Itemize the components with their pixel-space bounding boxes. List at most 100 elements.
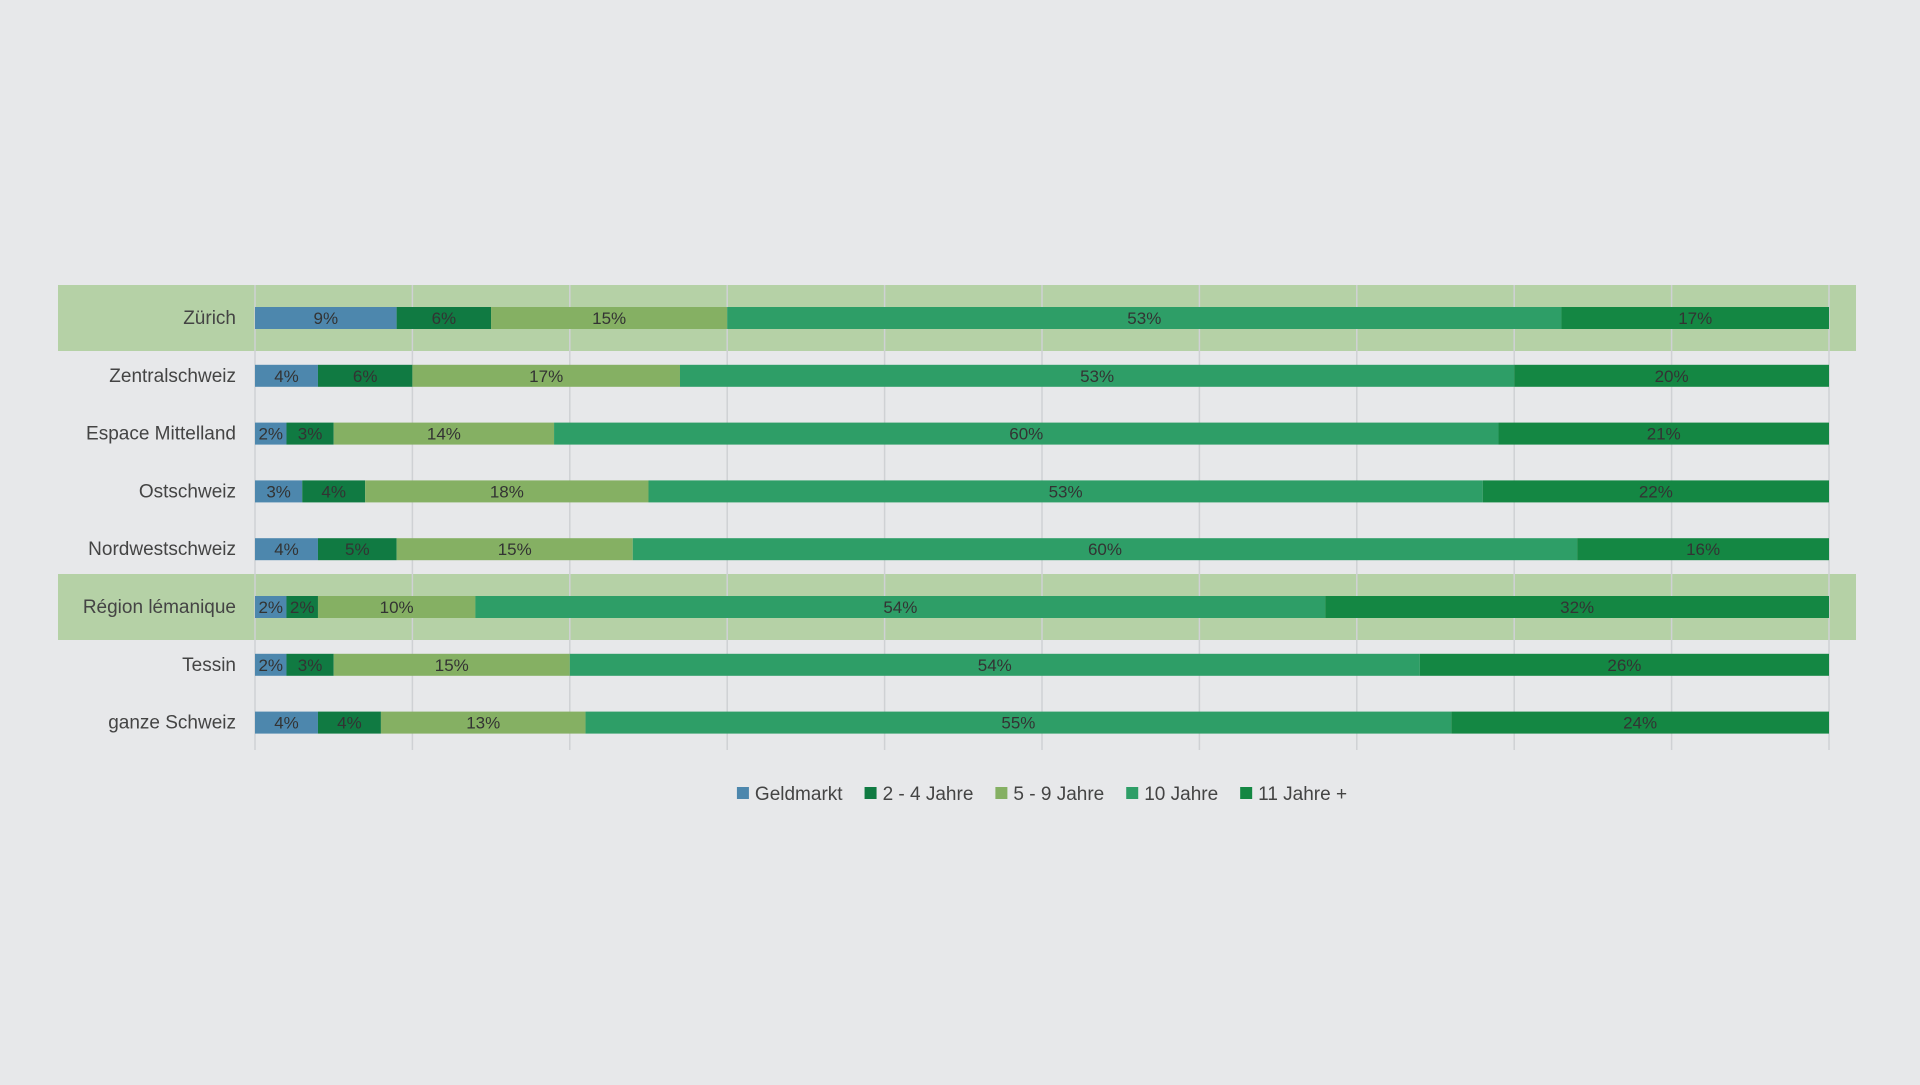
data-label: 2%	[258, 598, 283, 617]
bar-segment	[585, 711, 1452, 734]
bar-segment	[255, 596, 287, 618]
data-label: 60%	[1009, 425, 1043, 444]
bar-segment	[286, 653, 334, 676]
legend-item-5-9-jahre: 5 - 9 Jahre	[995, 784, 1104, 805]
bar-segment	[255, 364, 318, 387]
bar-segment	[302, 480, 366, 503]
bar-segment	[632, 538, 1578, 561]
data-label: 26%	[1607, 656, 1641, 675]
bar-segment	[1577, 538, 1829, 561]
legend: Geldmarkt 2 - 4 Jahre 5 - 9 Jahre 10 Jahre 1…	[736, 784, 1347, 805]
legend-label: 2 - 4 Jahre	[883, 784, 974, 805]
data-label: 2%	[290, 598, 315, 617]
data-label: 15%	[498, 540, 532, 559]
data-label: 17%	[529, 367, 563, 386]
data-label: 17%	[1678, 309, 1712, 328]
data-label: 3%	[298, 656, 323, 675]
bar-segment	[317, 538, 397, 561]
legend-label: Geldmarkt	[755, 784, 843, 805]
data-label: 13%	[466, 714, 500, 733]
data-label: 54%	[978, 656, 1012, 675]
category-label-region-lemanique: Région lémanique	[83, 597, 236, 618]
legend-swatch	[1240, 787, 1253, 799]
bar-segment	[475, 596, 1326, 618]
bar-segment	[1514, 364, 1829, 387]
data-label: 22%	[1639, 482, 1673, 501]
legend-item-geldmarkt: Geldmarkt	[736, 784, 843, 805]
data-label: 18%	[490, 482, 524, 501]
bars: 9% 6% 15% 53% 17% 4% 6% 17% 53% 20% 2% 3% 14% 60% 21% 3…	[255, 307, 1829, 734]
legend-swatch	[1126, 787, 1139, 799]
bar-segment	[317, 596, 476, 618]
bar-segment	[380, 711, 586, 734]
data-label: 4%	[337, 714, 362, 733]
legend-swatch	[736, 787, 749, 799]
data-label: 15%	[592, 309, 626, 328]
highlight-bands	[58, 285, 1856, 640]
data-label: 53%	[1127, 309, 1161, 328]
legend-label: 10 Jahre	[1144, 784, 1218, 805]
legend-swatch	[995, 787, 1008, 799]
data-label: 53%	[1049, 482, 1083, 501]
data-label: 3%	[298, 425, 323, 444]
bar-segment	[1325, 596, 1829, 618]
legend-label: 5 - 9 Jahre	[1013, 784, 1104, 805]
data-label: 3%	[266, 482, 291, 501]
data-label: 9%	[314, 309, 339, 328]
legend-item-2-4-jahre: 2 - 4 Jahre	[864, 784, 974, 805]
bar-segment	[255, 422, 287, 445]
category-labels: Zürich Zentralschweiz Espace Mittelland Ost…	[83, 308, 236, 734]
data-label: 20%	[1655, 367, 1689, 386]
bar-segment	[1451, 711, 1829, 734]
data-label: 10%	[380, 598, 414, 617]
gridlines	[254, 285, 1830, 750]
data-label: 55%	[1001, 714, 1035, 733]
bar-segment	[255, 711, 318, 734]
bar-segment	[1482, 480, 1829, 503]
bar-segment	[333, 653, 570, 676]
bar-segment	[554, 422, 1499, 445]
data-label: 54%	[883, 598, 917, 617]
data-label: 32%	[1560, 598, 1594, 617]
bar-segment	[569, 653, 1420, 676]
data-label: 2%	[258, 656, 283, 675]
data-label: 14%	[427, 425, 461, 444]
bar-segment	[286, 596, 318, 618]
bar-segment	[412, 364, 680, 387]
bar-segment	[255, 653, 287, 676]
data-label: 60%	[1088, 540, 1122, 559]
data-label: 4%	[321, 482, 346, 501]
bar-segment	[491, 307, 728, 329]
data-label: 6%	[432, 309, 457, 328]
data-label: 21%	[1647, 425, 1681, 444]
bar-segment	[255, 307, 397, 329]
bar-segment	[286, 422, 334, 445]
bar-segment	[1561, 307, 1829, 329]
category-label-zurich: Zürich	[183, 308, 236, 329]
bar-segment	[317, 711, 381, 734]
data-label: 53%	[1080, 367, 1114, 386]
category-label-tessin: Tessin	[182, 655, 236, 676]
data-label: 6%	[353, 367, 378, 386]
bar-segment	[396, 538, 633, 561]
legend-item-10-jahre: 10 Jahre	[1126, 784, 1218, 805]
bar-segment	[727, 307, 1562, 329]
legend-swatch	[864, 787, 877, 799]
bar-segment	[317, 364, 413, 387]
category-label-nordwestschweiz: Nordwestschweiz	[88, 539, 236, 560]
category-label-ganze-schweiz: ganze Schweiz	[108, 713, 236, 734]
category-label-zentralschweiz: Zentralschweiz	[109, 366, 236, 387]
data-label: 16%	[1686, 540, 1720, 559]
bar-segment	[648, 480, 1483, 503]
legend-item-11-jahre: 11 Jahre +	[1240, 784, 1347, 805]
data-label: 24%	[1623, 714, 1657, 733]
bar-segment	[396, 307, 492, 329]
bar-segment	[255, 538, 318, 561]
data-label: 4%	[274, 714, 299, 733]
bar-segment	[1419, 653, 1829, 676]
data-label: 4%	[274, 540, 299, 559]
bar-segment	[333, 422, 555, 445]
bar-segment	[255, 480, 303, 503]
